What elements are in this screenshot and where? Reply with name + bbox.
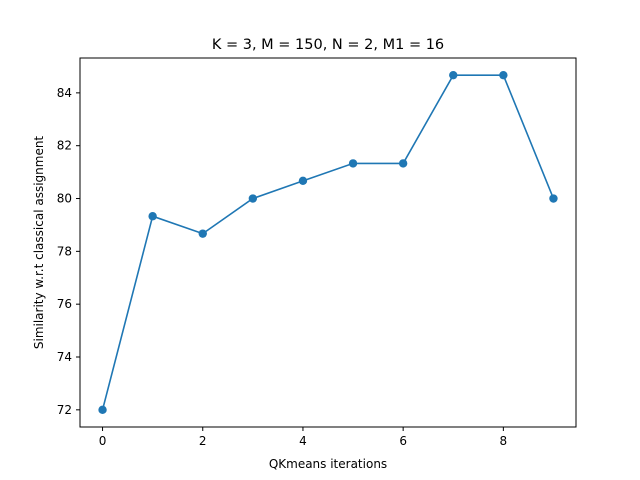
x-tick-label: 4 [299,434,307,448]
y-tick-label: 82 [57,139,72,153]
y-tick-label: 74 [57,350,72,364]
data-point [248,194,258,203]
chart-title: K = 3, M = 150, N = 2, M1 = 16 [212,37,444,53]
data-point [499,70,508,80]
x-tick-label: 2 [199,434,207,448]
y-axis: 72 74 76 78 80 82 84 [57,86,80,417]
x-tick-label: 6 [399,434,407,448]
data-point [549,194,558,203]
y-tick-label: 76 [57,297,72,311]
series-line [101,74,555,411]
y-tick-label: 78 [57,244,72,258]
data-point [298,176,308,186]
y-axis-label: Similarity w.r.t classical assignment [32,136,46,350]
data-point [98,405,107,415]
data-point [398,159,408,168]
y-tick-label: 80 [57,192,72,206]
x-axis: 0 2 4 6 8 [99,427,507,448]
data-point [449,70,458,80]
data-point [348,159,358,168]
x-axis-label: QKmeans iterations [269,457,387,471]
x-tick-label: 0 [99,434,107,448]
data-point [198,229,207,238]
plot-frame [79,57,577,428]
series-layer [98,70,558,415]
y-tick-label: 84 [57,86,72,100]
x-tick-label: 8 [500,434,508,448]
y-tick-label: 72 [57,403,72,417]
data-point [148,212,157,221]
